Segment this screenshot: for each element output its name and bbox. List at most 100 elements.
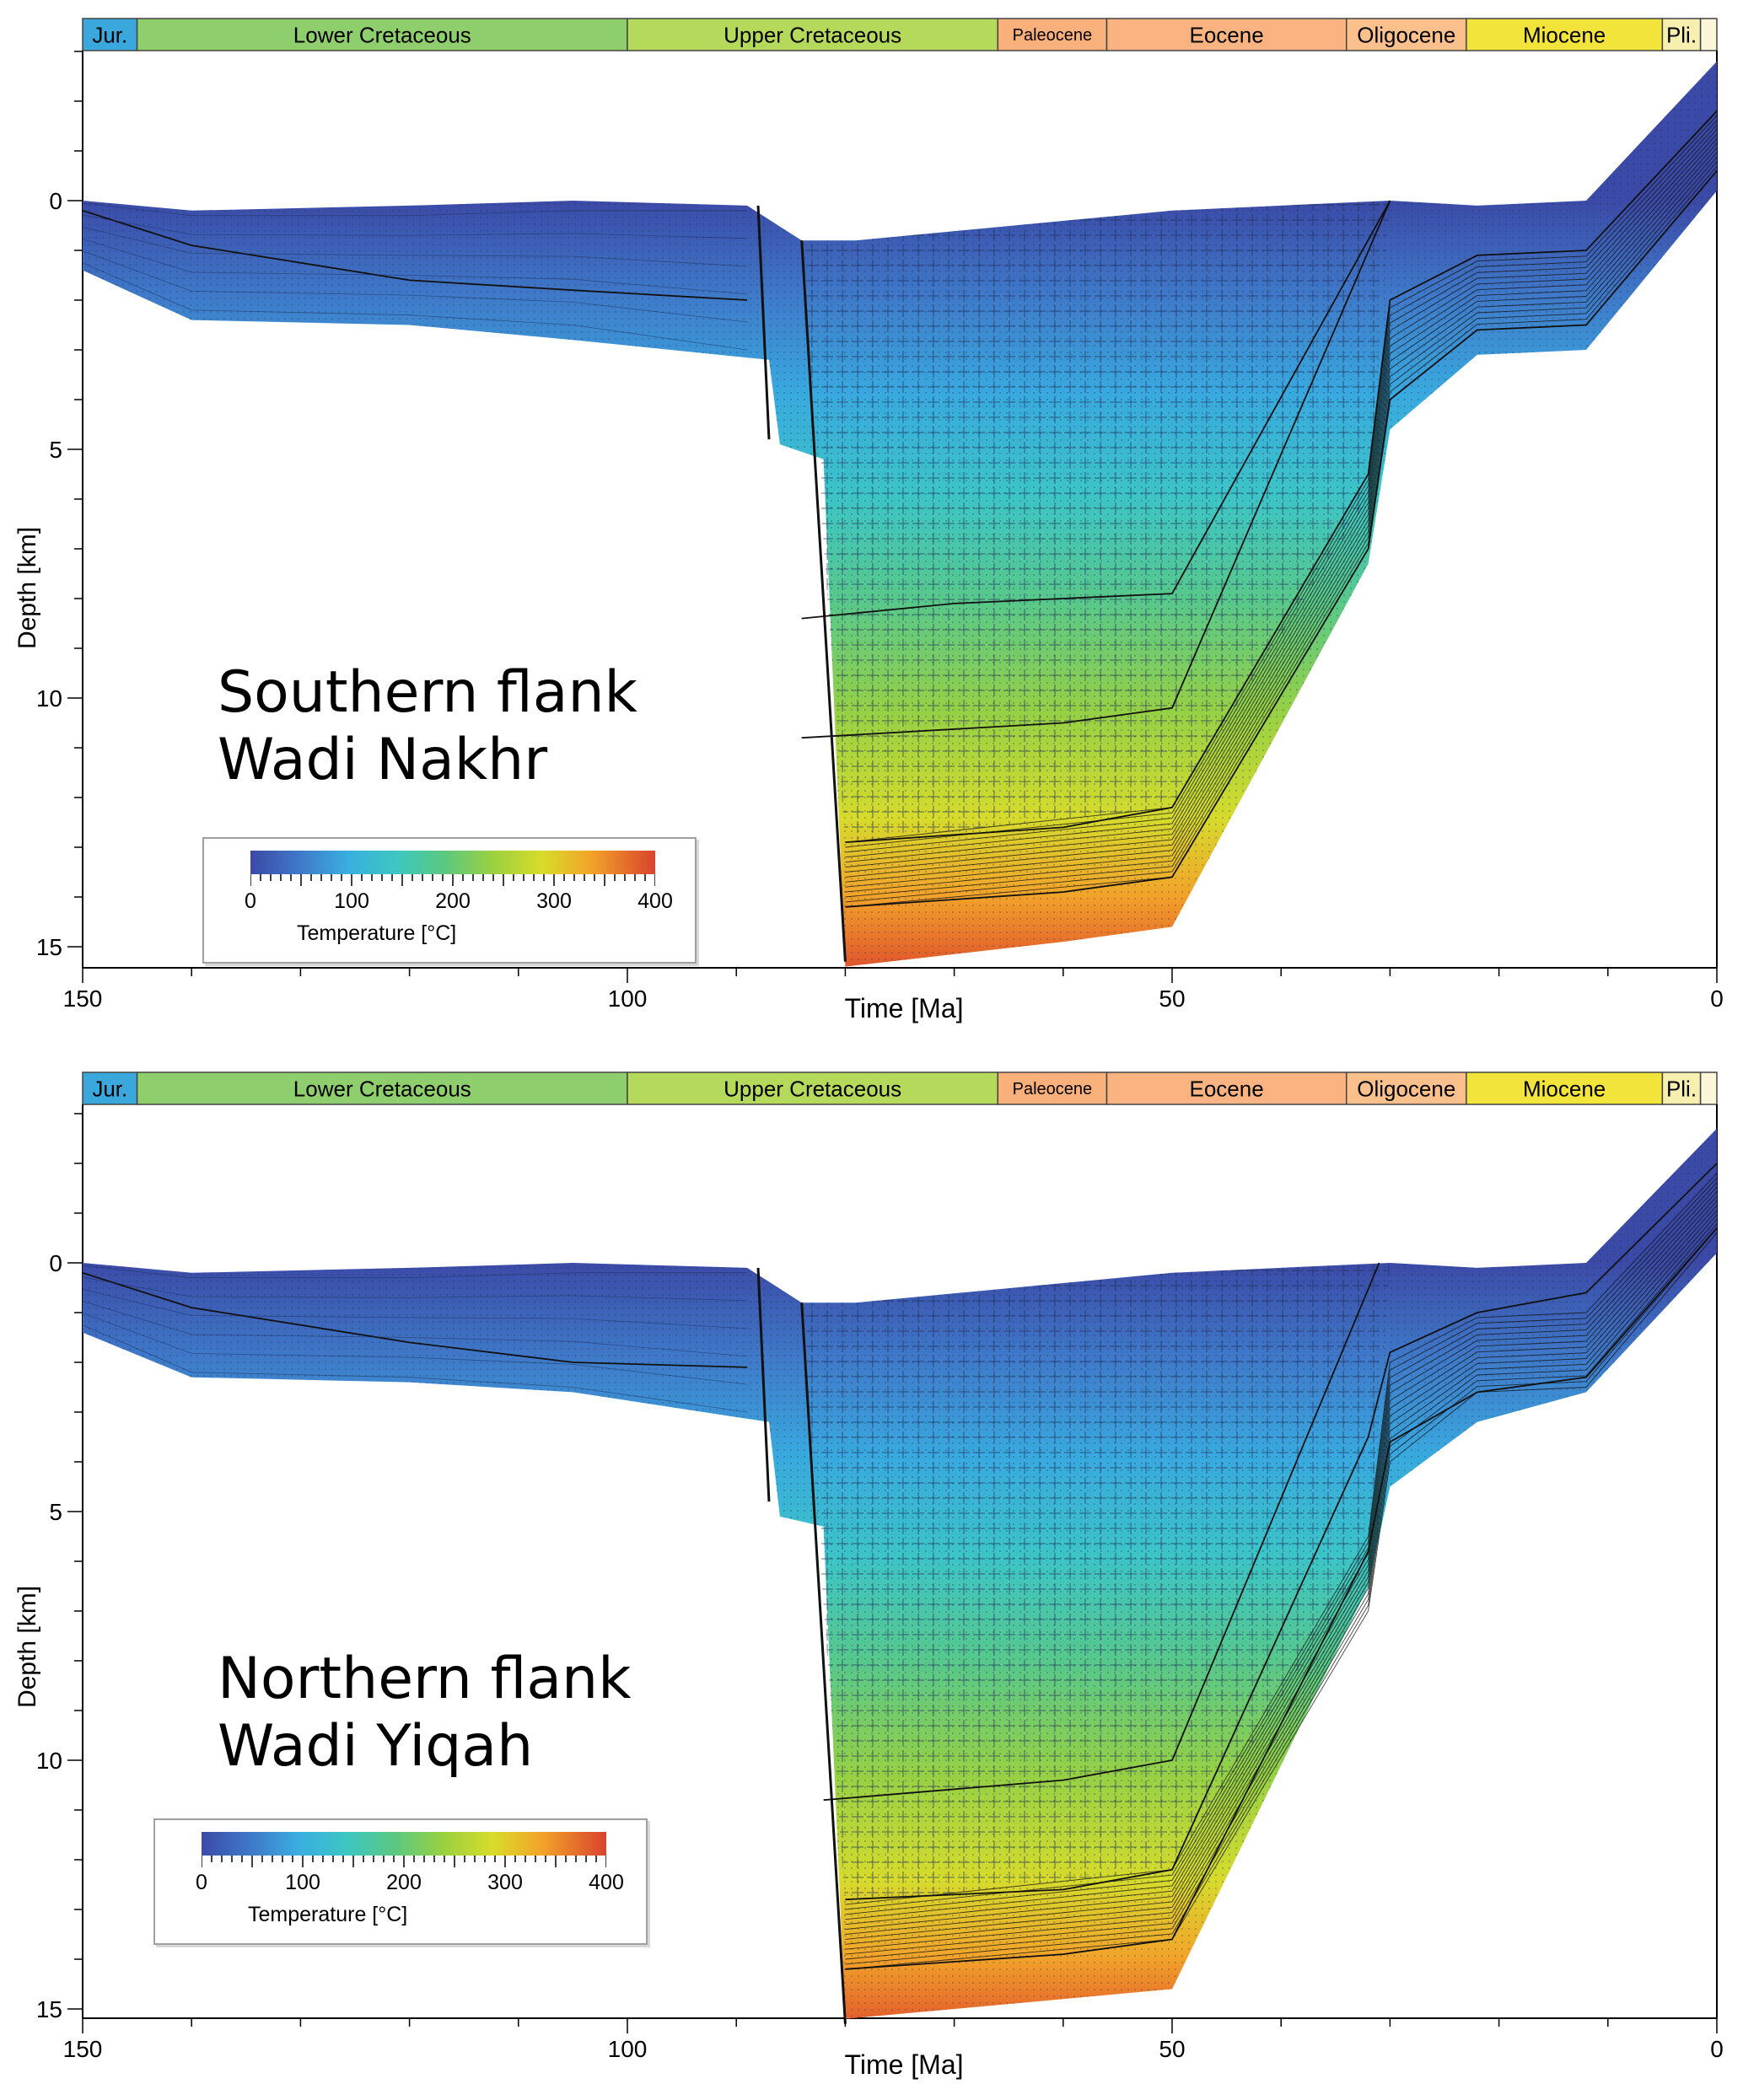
- layer-line: [845, 1177, 1718, 1910]
- annotation-line-2: Wadi Yiqah: [218, 1712, 534, 1780]
- layer-line: [845, 115, 1718, 848]
- layer-line: [845, 120, 1718, 853]
- x-tick-label: 50: [1159, 2036, 1185, 2062]
- layer-line: [845, 1219, 1718, 1955]
- period-label: Pli.: [1666, 1076, 1697, 1101]
- chart-canvas: Jur. Lower Cretaceous Upper Cretaceous Pale…: [36, 1071, 1724, 2062]
- layer-line: [82, 262, 748, 351]
- period-box: [1466, 18, 1664, 51]
- horizon-line: [845, 1163, 1718, 1901]
- colorbar-tick-label: 400: [589, 1871, 624, 1894]
- period-label: Oligocene: [1357, 22, 1455, 47]
- horizon-line: [82, 1271, 748, 1368]
- period-label: Pli.: [1666, 22, 1697, 47]
- period-box: [1699, 18, 1718, 51]
- period-box: [1699, 1071, 1718, 1105]
- period-label: Oligocene: [1357, 1076, 1455, 1101]
- layer-line: [845, 129, 1718, 863]
- period-label: Paleocene: [1013, 1080, 1093, 1098]
- colorbar-tick-label: 200: [386, 1871, 422, 1894]
- period-box: [627, 1071, 999, 1105]
- layer-line: [845, 152, 1718, 888]
- layer-line: [845, 1227, 1718, 1965]
- annotation-line-2: Wadi Nakhr: [218, 726, 548, 793]
- colorbar-tick-label: 0: [196, 1871, 207, 1894]
- y-tick-label: 0: [49, 188, 62, 214]
- trough-lithology-overlay: [801, 1263, 1391, 1905]
- layer-line: [845, 1195, 1718, 1931]
- layer-line: [82, 1276, 748, 1302]
- period-box: [1106, 1071, 1348, 1105]
- chart-canvas: Jur. Lower Cretaceous Upper Cretaceous Pale…: [36, 18, 1724, 1012]
- colorbar-tick-label: 300: [487, 1871, 523, 1894]
- period-label: Lower Cretaceous: [293, 1076, 471, 1101]
- x-tick-label: 50: [1159, 986, 1185, 1012]
- chart-annotation: Northern flank Wadi Yiqah: [218, 1646, 631, 1780]
- x-tick-label: 0: [1710, 986, 1724, 1012]
- burial-history-chart-south: Jur. Lower Cretaceous Upper Cretaceous Pale…: [13, 18, 1724, 1023]
- layer-line: [845, 157, 1718, 893]
- x-axis-label: Time [Ma]: [844, 993, 964, 1023]
- temperature-colorbar: 0 100 200 300 400 Temperature [°C]: [153, 1818, 648, 1945]
- horizon-line: [82, 209, 748, 301]
- period-label: Miocene: [1523, 22, 1606, 47]
- colorbar-tick-label: 300: [536, 889, 572, 913]
- layer-line: [845, 1173, 1718, 1905]
- period-label: Jur.: [92, 1076, 127, 1101]
- colorbar-label: Temperature [°C]: [248, 1903, 408, 1926]
- burial-history-chart-north: Jur. Lower Cretaceous Upper Cretaceous Pale…: [0, 1050, 1743, 2100]
- layer-line: [82, 1313, 748, 1385]
- x-tick-label: 100: [608, 986, 648, 1012]
- layer-line: [82, 250, 748, 323]
- horizon-line: [801, 200, 1391, 739]
- layer-line: [82, 226, 748, 267]
- y-tick-label: 0: [49, 1250, 62, 1276]
- period-box: [997, 18, 1108, 51]
- layer-line: [845, 1182, 1718, 1915]
- y-axis-label: Depth [km]: [13, 526, 41, 649]
- layer-line: [845, 1200, 1718, 1935]
- y-axis-label: Depth [km]: [13, 1585, 41, 1708]
- period-label: Eocene: [1190, 22, 1264, 47]
- layer-line: [845, 161, 1718, 898]
- layer-line: [845, 110, 1718, 843]
- layer-line: [845, 1223, 1718, 1960]
- period-box: [82, 18, 138, 51]
- period-box: [1345, 1071, 1467, 1105]
- period-label: Miocene: [1523, 1076, 1606, 1101]
- y-tick-label: 15: [36, 934, 62, 960]
- layer-line: [82, 239, 748, 295]
- colorbar-tick-label: 200: [435, 889, 471, 913]
- colorbar-gradient: [202, 1832, 606, 1856]
- y-tick-label: 5: [49, 437, 62, 463]
- period-box: [1661, 1071, 1702, 1105]
- layer-line: [82, 1324, 748, 1413]
- x-tick-label: 0: [1710, 2036, 1724, 2062]
- layer-line: [845, 148, 1718, 883]
- fault-line: [756, 205, 847, 962]
- layer-line: [82, 202, 748, 217]
- temperature-colorbar: 0 100 200 300 400 Temperature [°C]: [202, 837, 697, 964]
- colorbar-ticks: [250, 874, 655, 886]
- annotation-line-1: Southern flank: [218, 659, 637, 726]
- annotation-line-1: Northern flank: [218, 1646, 632, 1712]
- period-box: [1106, 18, 1348, 51]
- x-tick-label: 100: [608, 2036, 648, 2062]
- layer-line: [845, 1205, 1718, 1940]
- colorbar-tick-label: 400: [637, 889, 673, 913]
- layer-line: [845, 1233, 1718, 1970]
- y-tick-label: 10: [36, 685, 62, 712]
- x-axis-label: Time [Ma]: [844, 2049, 964, 2080]
- layer-line: [845, 1191, 1718, 1925]
- trough-lithology-overlay: [801, 201, 1391, 843]
- period-box: [82, 1071, 138, 1105]
- layer-line: [845, 138, 1718, 873]
- colorbar-label: Temperature [°C]: [297, 921, 457, 945]
- layer-line: [845, 165, 1718, 903]
- layer-line: [845, 170, 1718, 908]
- layer-line: [845, 1210, 1718, 1945]
- period-label: Upper Cretaceous: [724, 1076, 901, 1101]
- colorbar-gradient: [250, 851, 655, 874]
- layer-line: [845, 1186, 1718, 1920]
- x-tick-label: 150: [63, 986, 103, 1012]
